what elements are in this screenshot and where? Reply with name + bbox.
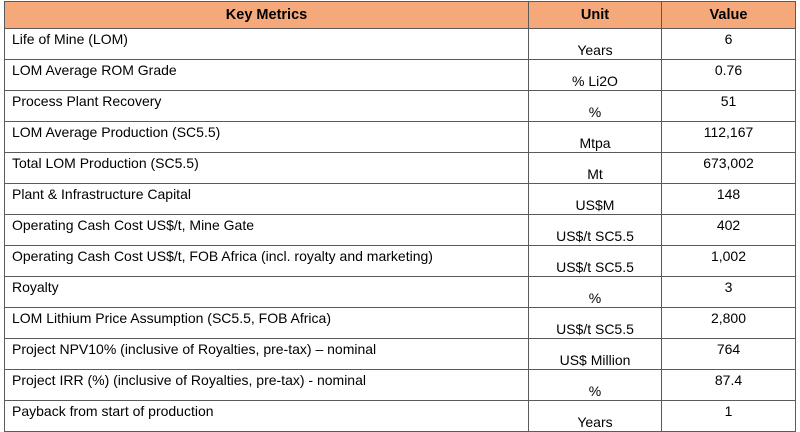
unit-cell: Mtpa [528, 121, 662, 153]
metric-cell: Total LOM Production (SC5.5) [4, 152, 529, 184]
table-row: Payback from start of production Years 1 [4, 400, 796, 432]
metric-cell: Royalty [4, 276, 529, 308]
value-cell: 51 [661, 90, 796, 122]
unit-cell: % Li2O [528, 59, 662, 91]
metric-cell: Project NPV10% (inclusive of Royalties, … [4, 338, 529, 370]
value-cell: 1,002 [661, 245, 796, 277]
metric-cell: Plant & Infrastructure Capital [4, 183, 529, 215]
unit-cell: US$/t SC5.5 [528, 307, 662, 339]
metric-cell: Operating Cash Cost US$/t, FOB Africa (i… [4, 245, 529, 277]
table-row: Life of Mine (LOM) Years 6 [4, 28, 796, 60]
table-row: Project NPV10% (inclusive of Royalties, … [4, 338, 796, 370]
value-cell: 3 [661, 276, 796, 308]
unit-cell: US$M [528, 183, 662, 215]
value-cell: 673,002 [661, 152, 796, 184]
table-row: Total LOM Production (SC5.5) Mt 673,002 [4, 152, 796, 184]
value-cell: 112,167 [661, 121, 796, 153]
value-cell: 6 [661, 28, 796, 60]
metric-cell: LOM Average ROM Grade [4, 59, 529, 91]
table-row: LOM Average ROM Grade % Li2O 0.76 [4, 59, 796, 91]
metric-cell: Project IRR (%) (inclusive of Royalties,… [4, 369, 529, 401]
header-value: Value [661, 1, 796, 29]
key-metrics-table: Key Metrics Unit Value Life of Mine (LOM… [4, 1, 796, 432]
header-unit: Unit [528, 1, 662, 29]
value-cell: 87.4 [661, 369, 796, 401]
key-metrics-table-container: Key Metrics Unit Value Life of Mine (LOM… [4, 1, 796, 432]
value-cell: 402 [661, 214, 796, 246]
table-row: Project IRR (%) (inclusive of Royalties,… [4, 369, 796, 401]
unit-cell: US$ Million [528, 338, 662, 370]
header-key-metrics: Key Metrics [4, 1, 529, 29]
unit-cell: Years [528, 28, 662, 60]
table-row: Operating Cash Cost US$/t, FOB Africa (i… [4, 245, 796, 277]
table-row: Operating Cash Cost US$/t, Mine Gate US$… [4, 214, 796, 246]
table-row: Plant & Infrastructure Capital US$M 148 [4, 183, 796, 215]
unit-cell: Mt [528, 152, 662, 184]
metric-cell: Payback from start of production [4, 400, 529, 432]
value-cell: 764 [661, 338, 796, 370]
unit-cell: % [528, 90, 662, 122]
metric-cell: Operating Cash Cost US$/t, Mine Gate [4, 214, 529, 246]
metric-cell: LOM Average Production (SC5.5) [4, 121, 529, 153]
unit-cell: US$/t SC5.5 [528, 245, 662, 277]
unit-cell: % [528, 276, 662, 308]
value-cell: 0.76 [661, 59, 796, 91]
unit-cell: Years [528, 400, 662, 432]
table-row: Process Plant Recovery % 51 [4, 90, 796, 122]
metric-cell: LOM Lithium Price Assumption (SC5.5, FOB… [4, 307, 529, 339]
metric-cell: Process Plant Recovery [4, 90, 529, 122]
unit-cell: US$/t SC5.5 [528, 214, 662, 246]
table-row: LOM Average Production (SC5.5) Mtpa 112,… [4, 121, 796, 153]
table-row: LOM Lithium Price Assumption (SC5.5, FOB… [4, 307, 796, 339]
value-cell: 2,800 [661, 307, 796, 339]
table-row: Royalty % 3 [4, 276, 796, 308]
table-header-row: Key Metrics Unit Value [4, 1, 796, 29]
unit-cell: % [528, 369, 662, 401]
metric-cell: Life of Mine (LOM) [4, 28, 529, 60]
value-cell: 1 [661, 400, 796, 432]
value-cell: 148 [661, 183, 796, 215]
